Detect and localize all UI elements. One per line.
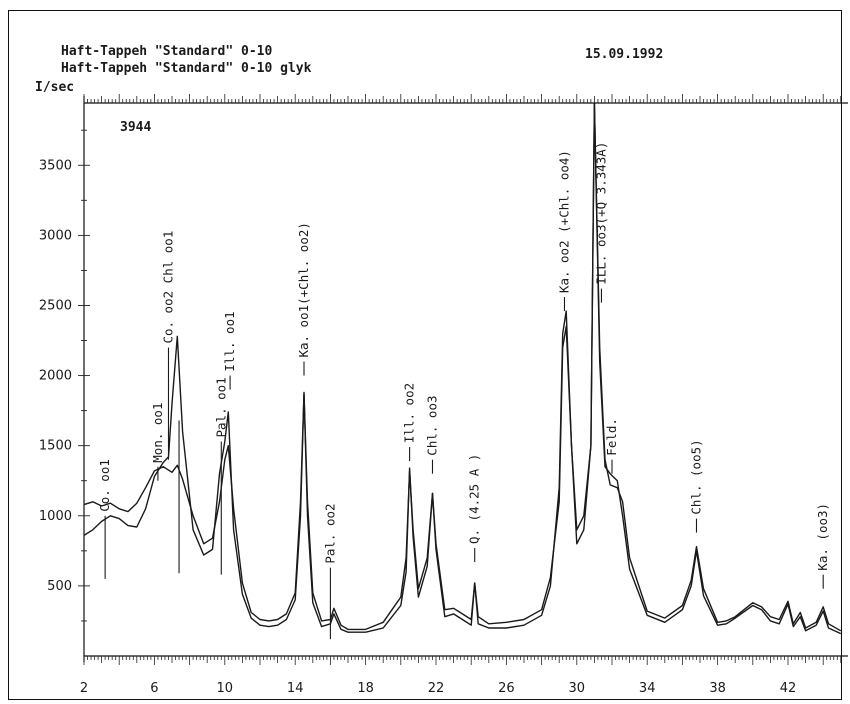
y-tick-label: 1500 (39, 439, 72, 454)
peak-annotation-label: Mon. oo1 (150, 402, 165, 462)
x-tick-label: 2 (80, 681, 88, 696)
peak-annotation-label: Ka. oo1(+Chl. oo2) (296, 222, 311, 357)
series-line-standard (83, 102, 842, 632)
x-tick-label: 26 (498, 681, 515, 696)
series-group (83, 102, 842, 635)
peak-annotation-label: Ka. oo2 (+Chl. oo4) (556, 150, 571, 293)
peak-annotation-label: Pal. oo1 (213, 377, 228, 437)
x-tick-label: 6 (150, 681, 158, 696)
date-label: 15.09.1992 (585, 47, 664, 62)
peak-annotation-label: Ka. (oo3) (815, 503, 830, 571)
peak-annotation-label: Ill. oo1 (222, 311, 237, 371)
y-tick-label: 3000 (39, 228, 72, 243)
peak-annotation-label: Feld. (604, 418, 619, 456)
y-tick-label: 1000 (39, 509, 72, 524)
y-max-label: 3944 (120, 120, 152, 135)
peak-annotation-label: Q. (4.25 A ) (467, 454, 482, 544)
series-line-glyk (83, 102, 842, 635)
x-tick-label: 34 (639, 681, 656, 696)
x-tick-label: 42 (780, 681, 797, 696)
peak-annotation-label: Pal. oo2 (322, 503, 337, 563)
peak-annotation-label: Co. oo2 Chl oo1 (160, 231, 175, 344)
y-tick-label: 2000 (39, 369, 72, 384)
x-tick-label: 38 (709, 681, 726, 696)
y-tick-label: 500 (47, 579, 72, 594)
peak-annotation-label: ILL. oo3(+Q 3.343A) (593, 142, 608, 285)
header-line-1: Haft-Tappeh "Standard" 0-10 (61, 44, 273, 59)
peak-annotation-label: Co. oo1 (97, 459, 112, 512)
x-tick-label: 30 (569, 681, 586, 696)
y-tick-label: 3500 (39, 158, 72, 173)
x-tick-label: 10 (217, 681, 234, 696)
x-tick-label: 18 (357, 681, 374, 696)
peak-annotation-label: Chl. oo3 (424, 395, 439, 455)
y-axis-label: I/sec (35, 80, 75, 95)
peak-annotation-label: Chl. (oo5) (688, 439, 703, 514)
y-tick-label: 2500 (39, 298, 72, 313)
x-tick-label: 14 (287, 681, 304, 696)
peak-annotation-label: Ill. oo2 (402, 383, 417, 443)
chart-frame (8, 10, 842, 700)
header-line-2: Haft-Tappeh "Standard" 0-10 glyk (61, 61, 312, 76)
axes (83, 96, 848, 662)
x-tick-label: 22 (428, 681, 445, 696)
annotations-group: Co. oo1 Mon. oo1 Co. oo2 Chl oo1 Pal. oo1 Il… (97, 142, 830, 640)
